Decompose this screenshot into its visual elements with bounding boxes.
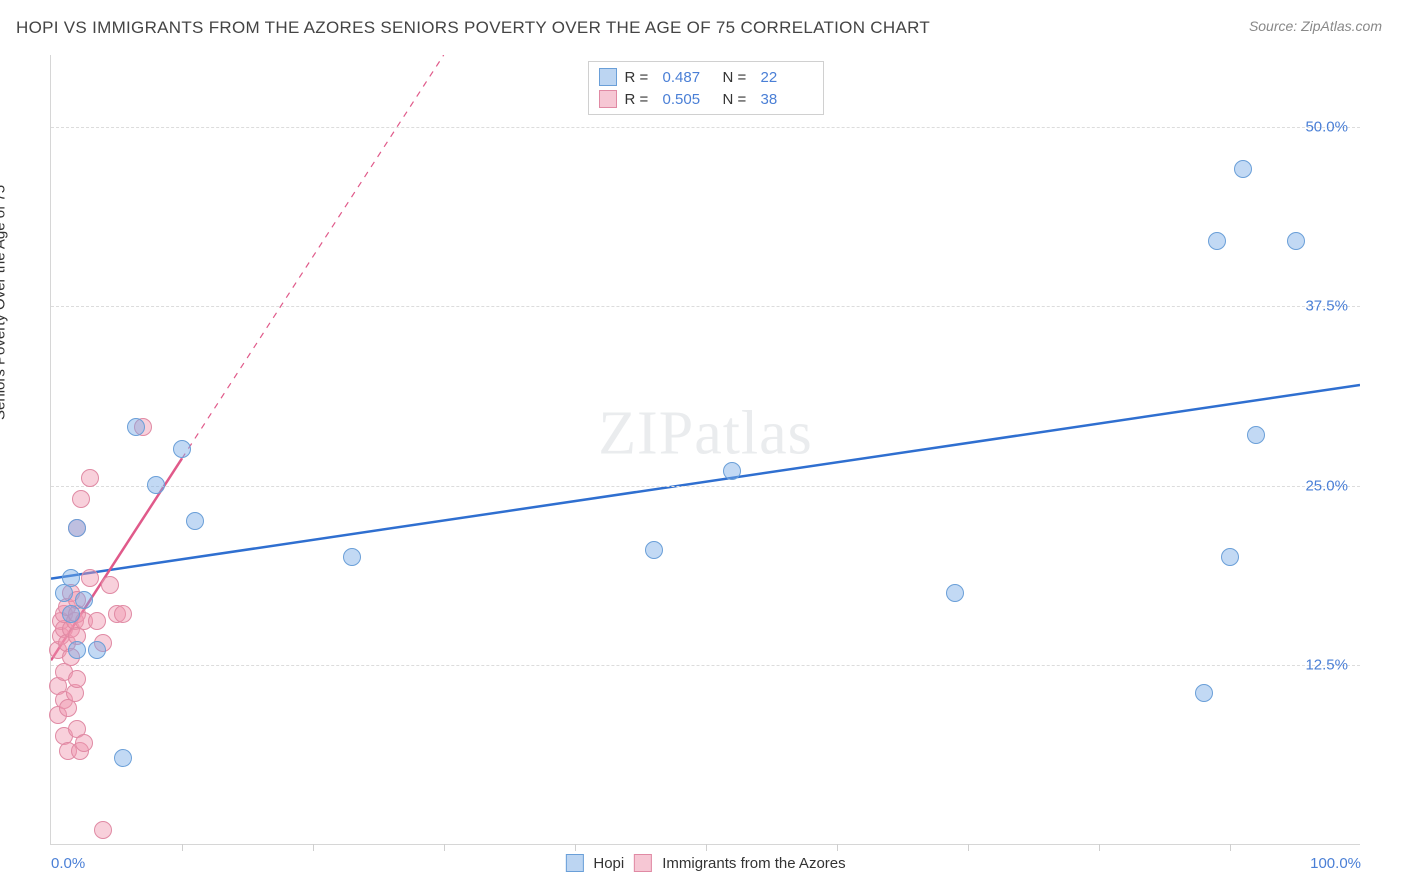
y-tick-label: 37.5%: [1305, 298, 1348, 315]
data-point-hopi: [1208, 232, 1226, 250]
data-point-azores: [88, 612, 106, 630]
data-point-hopi: [343, 548, 361, 566]
data-point-hopi: [68, 641, 86, 659]
legend-n-label: N =: [723, 69, 753, 86]
swatch-hopi-icon: [565, 854, 583, 872]
legend-n-label: N =: [723, 91, 753, 108]
legend-n-hopi: 22: [761, 69, 813, 86]
data-point-hopi: [1247, 426, 1265, 444]
x-tick: [706, 844, 707, 851]
swatch-hopi-icon: [599, 68, 617, 86]
x-tick-label: 0.0%: [51, 855, 85, 872]
data-point-hopi: [88, 641, 106, 659]
legend-r-hopi: 0.487: [663, 69, 715, 86]
data-point-azores: [81, 569, 99, 587]
data-point-hopi: [1287, 232, 1305, 250]
data-point-azores: [101, 576, 119, 594]
x-tick: [1099, 844, 1100, 851]
data-point-hopi: [186, 512, 204, 530]
data-point-azores: [94, 821, 112, 839]
data-point-hopi: [173, 440, 191, 458]
legend-label-azores: Immigrants from the Azores: [662, 855, 845, 872]
x-tick: [837, 844, 838, 851]
x-tick: [1230, 844, 1231, 851]
trend-lines: [51, 55, 1360, 844]
data-point-azores: [72, 490, 90, 508]
plot-area: ZIPatlas R = 0.487 N = 22 R = 0.505 N = …: [50, 55, 1360, 845]
data-point-hopi: [1221, 548, 1239, 566]
chart-title: HOPI VS IMMIGRANTS FROM THE AZORES SENIO…: [16, 18, 930, 38]
data-point-hopi: [68, 519, 86, 537]
source-label: Source: ZipAtlas.com: [1249, 18, 1382, 34]
legend-r-label: R =: [625, 69, 655, 86]
legend-label-hopi: Hopi: [593, 855, 624, 872]
watermark: ZIPatlas: [598, 398, 813, 469]
x-tick: [968, 844, 969, 851]
data-point-hopi: [62, 569, 80, 587]
legend-n-azores: 38: [761, 91, 813, 108]
x-tick: [444, 844, 445, 851]
legend-r-label: R =: [625, 91, 655, 108]
x-tick-label: 100.0%: [1310, 855, 1361, 872]
gridline: [51, 486, 1360, 487]
data-point-azores: [68, 670, 86, 688]
data-point-azores: [75, 734, 93, 752]
correlation-legend: R = 0.487 N = 22 R = 0.505 N = 38: [588, 61, 824, 115]
data-point-azores: [114, 605, 132, 623]
y-axis-label: Seniors Poverty Over the Age of 75: [0, 185, 9, 420]
data-point-hopi: [147, 476, 165, 494]
gridline: [51, 306, 1360, 307]
x-tick: [182, 844, 183, 851]
swatch-azores-icon: [599, 90, 617, 108]
x-tick: [313, 844, 314, 851]
y-tick-label: 50.0%: [1305, 118, 1348, 135]
y-tick-label: 12.5%: [1305, 657, 1348, 674]
data-point-hopi: [1234, 160, 1252, 178]
legend-r-azores: 0.505: [663, 91, 715, 108]
data-point-hopi: [946, 584, 964, 602]
data-point-hopi: [114, 749, 132, 767]
data-point-hopi: [62, 605, 80, 623]
gridline: [51, 127, 1360, 128]
x-tick: [575, 844, 576, 851]
data-point-azores: [81, 469, 99, 487]
data-point-hopi: [645, 541, 663, 559]
gridline: [51, 665, 1360, 666]
data-point-hopi: [127, 418, 145, 436]
series-legend: Hopi Immigrants from the Azores: [565, 854, 845, 872]
data-point-hopi: [723, 462, 741, 480]
swatch-azores-icon: [634, 854, 652, 872]
y-tick-label: 25.0%: [1305, 477, 1348, 494]
data-point-hopi: [75, 591, 93, 609]
legend-row-hopi: R = 0.487 N = 22: [599, 66, 813, 88]
legend-row-azores: R = 0.505 N = 38: [599, 88, 813, 110]
data-point-hopi: [1195, 684, 1213, 702]
